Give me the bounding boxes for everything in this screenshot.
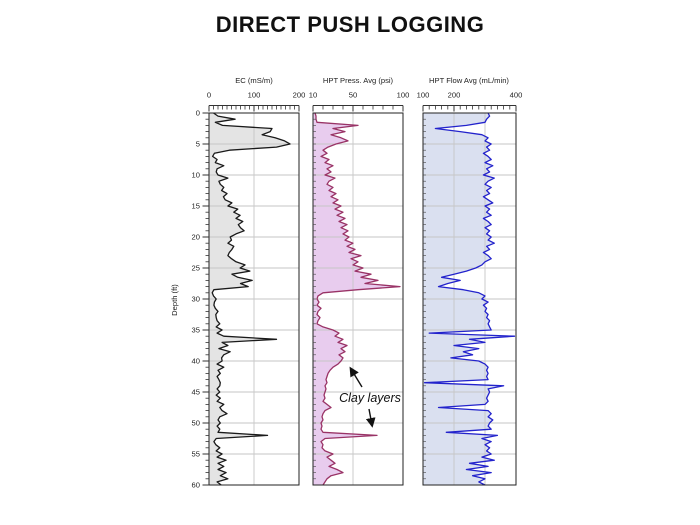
depth-tick-label: 25 — [192, 264, 200, 273]
x-tick-label: 100 — [417, 91, 430, 100]
depth-tick-label: 20 — [192, 233, 200, 242]
x-tick-label: 400 — [510, 91, 523, 100]
depth-tick-label: 50 — [192, 419, 200, 428]
depth-tick-label: 40 — [192, 357, 200, 366]
clay-layers-arrow-lower — [365, 408, 376, 428]
x-tick-label: 50 — [349, 91, 357, 100]
x-tick-label: 0 — [207, 91, 211, 100]
depth-tick-label: 35 — [192, 326, 200, 335]
hpt-press-panel-curve — [314, 112, 401, 486]
page-title: DIRECT PUSH LOGGING — [215, 12, 485, 37]
ec-panel: 0 100 200 0 5 10 15 20 25 30 35 40 45 50 55 60 — [192, 91, 306, 490]
x-tick-label: 100 — [248, 91, 261, 100]
depth-tick-label: 0 — [196, 109, 200, 118]
depth-tick-label: 45 — [192, 388, 200, 397]
clay-layers-annotation: Clay layers — [339, 391, 401, 405]
depth-tick-label: 55 — [192, 450, 200, 459]
depth-tick-label: 60 — [192, 481, 200, 490]
depth-tick-label: 30 — [192, 295, 200, 304]
clay-layers-arrow-upper — [349, 366, 363, 388]
x-tick-label: 200 — [448, 91, 461, 100]
hpt-flow-panel: 100 200 400 — [417, 91, 523, 486]
hpt-press-axis-title: HPT Press. Avg (psi) — [323, 76, 394, 85]
ec-panel-curve — [211, 112, 291, 486]
depth-tick-label: 10 — [192, 171, 200, 180]
ec-axis-title: EC (mS/m) — [235, 76, 273, 85]
hpt-flow-axis-title: HPT Flow Avg (mL/min) — [429, 76, 509, 85]
ec-panel-fill — [209, 113, 290, 485]
hpt-flow-panel-curve — [423, 112, 516, 486]
x-tick-label: 200 — [293, 91, 306, 100]
hpt-press-panel: 10 50 100 — [309, 91, 410, 486]
depth-tick-label: 15 — [192, 202, 200, 211]
x-tick-label: 10 — [309, 91, 317, 100]
depth-tick-label: 5 — [196, 140, 200, 149]
x-tick-label: 100 — [397, 91, 410, 100]
depth-axis-title: Depth (ft) — [170, 284, 179, 316]
